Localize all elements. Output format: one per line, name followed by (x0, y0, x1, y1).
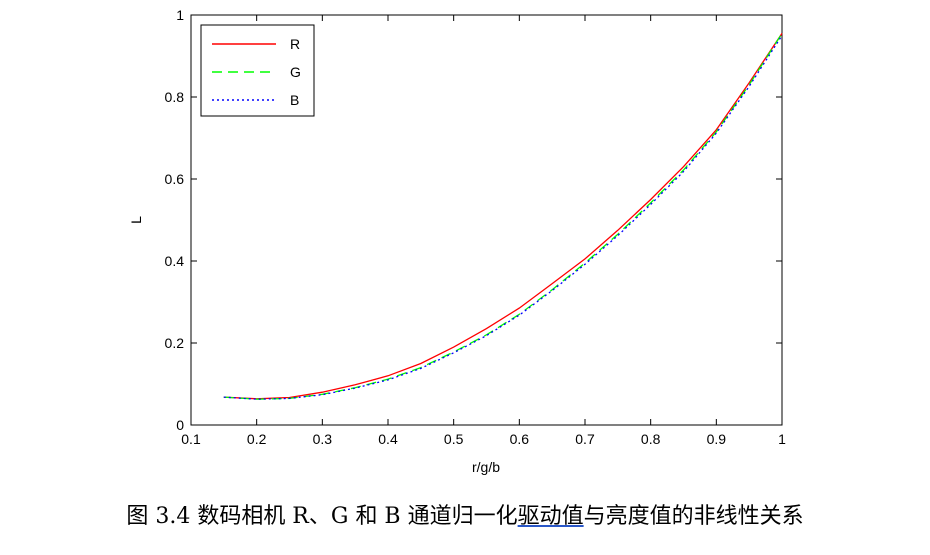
caption-underlined: 驱动值 (517, 504, 584, 529)
y-axis-label: L (128, 216, 144, 224)
y-tick-label: 0.2 (165, 335, 185, 351)
x-axis-label: r/g/b (472, 459, 500, 475)
legend-label-b: B (290, 92, 299, 108)
x-tick-label: 0.9 (707, 431, 727, 447)
caption-suffix: 与亮度值的非线性关系 (583, 504, 804, 529)
y-tick-label: 0.6 (165, 171, 185, 187)
legend-label-g: G (290, 64, 301, 80)
y-axis-ticks: 0 0.2 0.4 0.6 0.8 1 (165, 7, 782, 433)
series-line-r (223, 33, 783, 400)
caption-prefix: 图 3.4 数码相机 R、G 和 B 通道归一化 (126, 504, 518, 529)
x-tick-label: 1 (778, 431, 786, 447)
y-tick-label: 0 (176, 417, 184, 433)
legend-label-r: R (290, 36, 300, 52)
figure-caption: 图 3.4 数码相机 R、G 和 B 通道归一化驱动值与亮度值的非线性关系 (0, 498, 930, 530)
y-tick-label: 1 (176, 7, 184, 23)
series-lines (223, 33, 783, 400)
x-tick-label: 0.5 (444, 431, 464, 447)
chart-figure: 0.1 0.2 0.3 0.4 0.5 0.6 0.7 0.8 0.9 1 00.20.40.60… (128, 7, 786, 475)
legend: RGB (200, 24, 315, 117)
x-tick-label: 0.4 (378, 431, 398, 447)
y-tick-label: 0.4 (165, 253, 185, 269)
x-tick-label: 0.1 (181, 431, 201, 447)
x-tick-label: 0.7 (575, 431, 595, 447)
x-tick-label: 0.8 (641, 431, 661, 447)
x-tick-label: 0.2 (247, 431, 267, 447)
x-tick-label: 0.6 (510, 431, 530, 447)
x-tick-label: 0.3 (313, 431, 333, 447)
x-axis-ticks: 0.1 0.2 0.3 0.4 0.5 0.6 0.7 0.8 0.9 1 (181, 15, 786, 447)
series-line-g (223, 33, 783, 400)
legend-box (200, 24, 315, 117)
y-tick-label: 0.8 (165, 89, 185, 105)
